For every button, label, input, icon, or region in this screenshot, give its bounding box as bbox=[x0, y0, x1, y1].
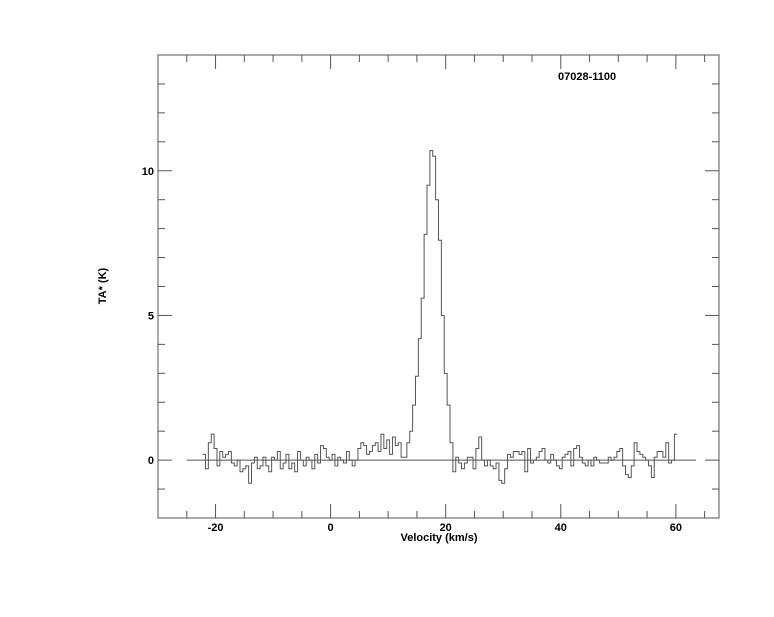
x-tick-label: -20 bbox=[208, 522, 224, 534]
axis-ticks bbox=[157, 54, 719, 519]
x-tick-label: 0 bbox=[328, 522, 334, 534]
x-tick-label: 20 bbox=[440, 522, 452, 534]
x-tick-label: 40 bbox=[555, 522, 567, 534]
tick-labels: -20 0 20 40 60 0 5 10 bbox=[142, 166, 682, 534]
x-tick-label: 60 bbox=[670, 522, 682, 534]
y-axis-label: TA* (K) bbox=[97, 267, 109, 304]
plot-frame bbox=[157, 54, 720, 519]
x-axis-label: Velocity (km/s) bbox=[400, 532, 477, 544]
y-tick-label: 5 bbox=[148, 310, 154, 322]
chart-title: 07028-1100 bbox=[558, 71, 616, 83]
spectrum-series-line bbox=[202, 149, 678, 484]
y-tick-label: 10 bbox=[142, 166, 154, 178]
y-tick-label: 0 bbox=[148, 455, 154, 467]
